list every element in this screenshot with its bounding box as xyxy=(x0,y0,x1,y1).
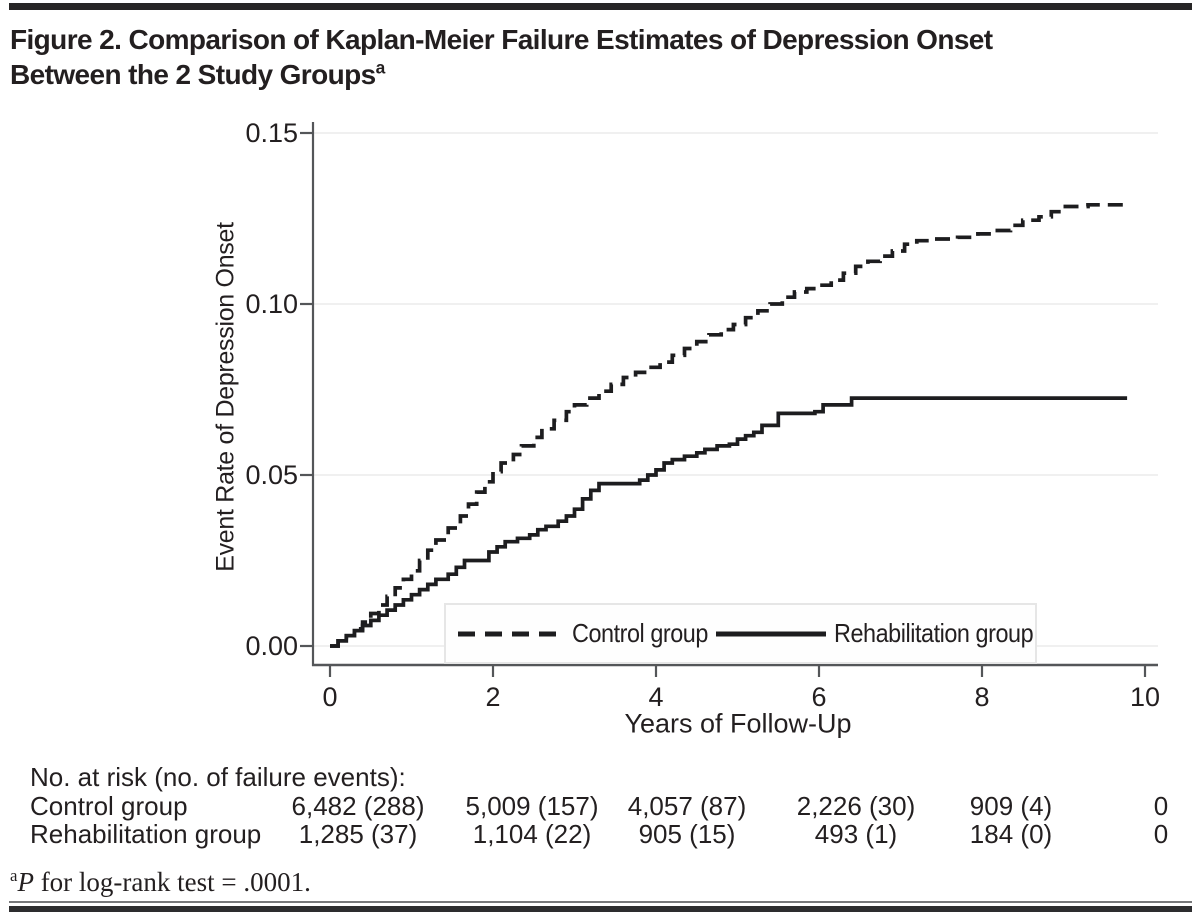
legend-label-rehabilitation: Rehabilitation group xyxy=(834,618,1034,648)
figure-title: Figure 2. Comparison of Kaplan-Meier Fai… xyxy=(10,22,1195,92)
title-superscript-marker: a xyxy=(375,57,386,78)
risk-row-label: Rehabilitation group xyxy=(30,819,262,849)
x-tick-label: 2 xyxy=(485,682,500,712)
x-tick-label: 8 xyxy=(974,682,989,712)
legend-dashed-line-sample xyxy=(458,631,564,636)
title-line1: Figure 2. Comparison of Kaplan-Meier Fai… xyxy=(10,24,993,55)
footnote-p-symbol: P xyxy=(17,867,34,897)
risk-value: 493 (1) xyxy=(814,819,898,849)
curve-control-group xyxy=(330,202,1128,648)
risk-table-header: No. at risk (no. of failure events): xyxy=(30,762,406,792)
footnote: aP for log-rank test = .0001. xyxy=(10,867,311,898)
footnote-text: for log-rank test = .0001. xyxy=(33,867,311,897)
risk-table-row: Rehabilitation group 1,285 (37) 1,104 (22)… xyxy=(30,820,1190,849)
y-tick-label: 0.10 xyxy=(245,289,298,319)
title-line2: Between the 2 Study Groups xyxy=(10,59,376,90)
bottom-rule-thick xyxy=(9,906,1192,912)
y-tick-label: 0.15 xyxy=(245,118,298,148)
legend-label-control: Control group xyxy=(572,618,708,648)
risk-value: 6,482 (288) xyxy=(291,790,425,821)
risk-value: 1,104 (22) xyxy=(472,819,592,849)
risk-row-label: Control group xyxy=(30,790,188,821)
risk-value: 5,009 (157) xyxy=(465,790,599,821)
risk-value: 0 xyxy=(1153,819,1169,849)
risk-value: 0 xyxy=(1153,790,1169,821)
risk-value: 184 (0) xyxy=(969,819,1053,849)
y-tick-label: 0.00 xyxy=(245,631,298,661)
x-tick-label: 6 xyxy=(811,682,826,712)
y-tick-label: 0.05 xyxy=(245,460,298,490)
footnote-marker: a xyxy=(10,866,18,885)
legend-solid-line-sample xyxy=(716,631,826,636)
y-axis-title: Event Rate of Depression Onset xyxy=(211,222,240,572)
risk-value: 2,226 (30) xyxy=(796,790,916,821)
x-axis-title: Years of Follow-Up xyxy=(624,708,852,739)
risk-value: 905 (15) xyxy=(638,819,736,849)
risk-value: 909 (4) xyxy=(969,790,1053,821)
risk-table: No. at risk (no. of failure events): Con… xyxy=(30,763,1190,849)
x-tick-label: 0 xyxy=(322,682,337,712)
bottom-rule-thin xyxy=(9,901,1192,903)
risk-value: 4,057 (87) xyxy=(627,790,747,821)
risk-table-row: Control group 6,482 (288) 5,009 (157) 4,057… xyxy=(30,790,1190,821)
risk-value: 1,285 (37) xyxy=(298,819,418,849)
top-rule xyxy=(9,3,1192,10)
x-tick-label: 10 xyxy=(1130,682,1160,712)
legend: Control group Rehabilitation group xyxy=(444,603,1037,664)
x-tick-label: 4 xyxy=(648,682,663,712)
